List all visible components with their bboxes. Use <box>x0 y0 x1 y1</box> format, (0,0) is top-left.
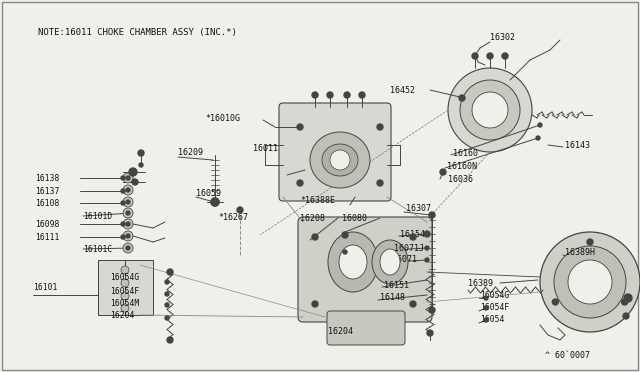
Circle shape <box>211 198 219 206</box>
Circle shape <box>327 92 333 98</box>
Text: 16160N: 16160N <box>447 161 477 170</box>
Circle shape <box>484 306 488 310</box>
Ellipse shape <box>322 144 358 176</box>
Circle shape <box>429 307 435 313</box>
Circle shape <box>424 231 430 237</box>
Circle shape <box>342 232 348 238</box>
Text: 16036: 16036 <box>448 174 473 183</box>
Text: 16389: 16389 <box>468 279 493 288</box>
Ellipse shape <box>372 240 408 284</box>
Circle shape <box>132 179 138 185</box>
Circle shape <box>623 313 629 319</box>
Circle shape <box>440 169 446 175</box>
Circle shape <box>343 250 347 254</box>
Text: 16137: 16137 <box>35 186 60 196</box>
Circle shape <box>425 258 429 262</box>
Text: 16054: 16054 <box>480 315 504 324</box>
Circle shape <box>410 234 416 240</box>
Circle shape <box>126 222 130 226</box>
Circle shape <box>472 53 478 59</box>
Circle shape <box>139 163 143 167</box>
Circle shape <box>312 234 318 240</box>
Text: 16111: 16111 <box>35 232 60 241</box>
Circle shape <box>121 304 129 312</box>
Circle shape <box>165 280 169 284</box>
Text: 16101: 16101 <box>33 283 58 292</box>
Circle shape <box>502 53 508 59</box>
FancyBboxPatch shape <box>298 217 432 322</box>
Circle shape <box>121 201 125 205</box>
Ellipse shape <box>339 245 367 279</box>
Circle shape <box>429 212 435 218</box>
Ellipse shape <box>380 249 400 275</box>
Text: 16208: 16208 <box>300 214 325 222</box>
Text: 16108: 16108 <box>35 199 60 208</box>
Circle shape <box>123 197 133 207</box>
Circle shape <box>121 189 125 193</box>
Text: 16011: 16011 <box>253 144 278 153</box>
Ellipse shape <box>328 232 378 292</box>
Circle shape <box>536 136 540 140</box>
Text: *16010G: *16010G <box>205 113 240 122</box>
Circle shape <box>126 246 130 250</box>
Circle shape <box>165 292 169 296</box>
Circle shape <box>459 95 465 101</box>
Circle shape <box>165 303 169 307</box>
Circle shape <box>538 123 542 127</box>
Circle shape <box>123 185 133 195</box>
Circle shape <box>377 180 383 186</box>
Text: 16098: 16098 <box>35 219 60 228</box>
Circle shape <box>344 92 350 98</box>
Text: 16154: 16154 <box>400 230 425 238</box>
Text: 16302: 16302 <box>490 32 515 42</box>
Circle shape <box>138 150 144 156</box>
Circle shape <box>126 176 130 180</box>
Text: 16160: 16160 <box>453 148 478 157</box>
Circle shape <box>123 173 133 183</box>
Circle shape <box>410 301 416 307</box>
Circle shape <box>297 180 303 186</box>
Circle shape <box>312 301 318 307</box>
Circle shape <box>121 222 125 226</box>
Circle shape <box>427 330 433 336</box>
Text: *16388E: *16388E <box>300 196 335 205</box>
Circle shape <box>121 279 129 287</box>
Text: 16148: 16148 <box>380 294 405 302</box>
Circle shape <box>121 266 129 274</box>
Text: 16080: 16080 <box>342 214 367 222</box>
Circle shape <box>121 235 125 239</box>
Circle shape <box>621 299 628 305</box>
Text: 16054G: 16054G <box>480 291 509 299</box>
Circle shape <box>167 337 173 343</box>
Circle shape <box>448 68 532 152</box>
Circle shape <box>587 239 593 245</box>
Text: 16071: 16071 <box>392 256 417 264</box>
Text: 16101D: 16101D <box>83 212 112 221</box>
Text: 16054G: 16054G <box>110 273 140 282</box>
Text: 16307: 16307 <box>406 203 431 212</box>
Circle shape <box>540 232 640 332</box>
Text: 16204: 16204 <box>110 311 134 321</box>
Circle shape <box>487 53 493 59</box>
Text: 16452: 16452 <box>390 86 415 94</box>
Circle shape <box>126 200 130 204</box>
Circle shape <box>126 234 130 238</box>
Circle shape <box>211 198 219 206</box>
Text: 16101C: 16101C <box>83 244 112 253</box>
Circle shape <box>123 243 133 253</box>
Circle shape <box>359 92 365 98</box>
Circle shape <box>123 219 133 229</box>
Text: ^ 60`0007: ^ 60`0007 <box>545 350 590 359</box>
Circle shape <box>312 92 318 98</box>
Text: 16151: 16151 <box>384 280 409 289</box>
Circle shape <box>460 80 520 140</box>
Circle shape <box>330 150 350 170</box>
Text: 16138: 16138 <box>35 173 60 183</box>
Text: 16054F: 16054F <box>110 286 140 295</box>
Circle shape <box>129 168 137 176</box>
Text: 16143: 16143 <box>565 141 590 150</box>
Circle shape <box>484 296 488 300</box>
Circle shape <box>167 269 173 275</box>
Ellipse shape <box>310 132 370 188</box>
